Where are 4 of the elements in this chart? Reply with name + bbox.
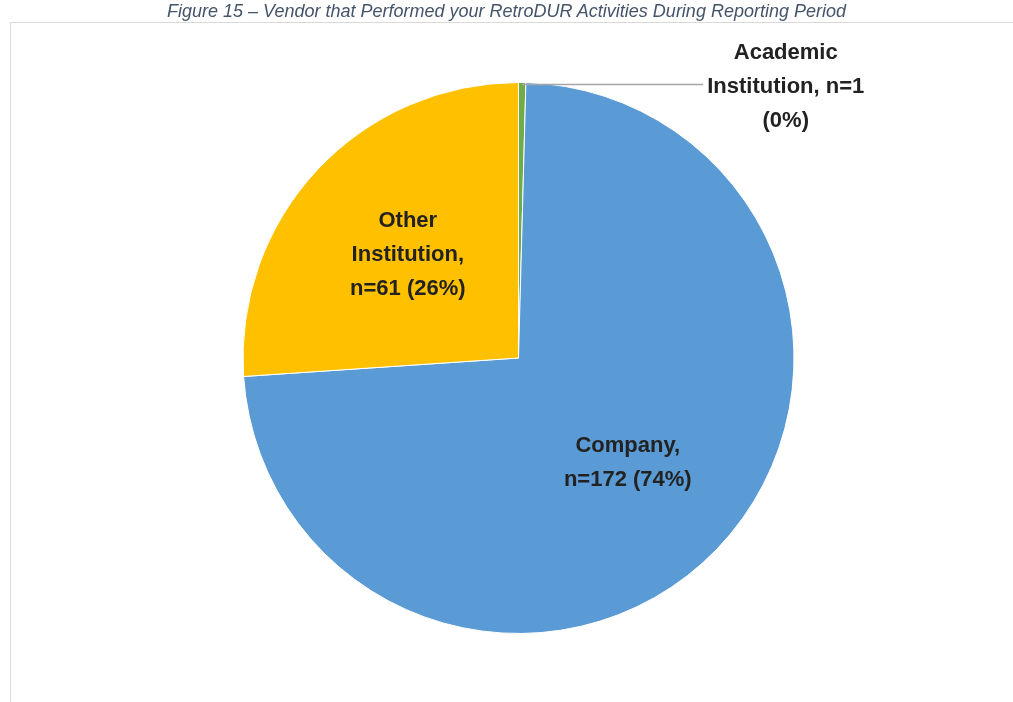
slice-label: Company, n=172 (74%) (563, 432, 692, 492)
slice-label: Academic Institution, n=1 (0%) (707, 39, 865, 133)
slice-label: Other Institution, n=61 (26%) (350, 206, 466, 300)
chart-title: Figure 15 – Vendor that Performed your RetroDUR Activities During Reporting Period (166, 0, 848, 22)
